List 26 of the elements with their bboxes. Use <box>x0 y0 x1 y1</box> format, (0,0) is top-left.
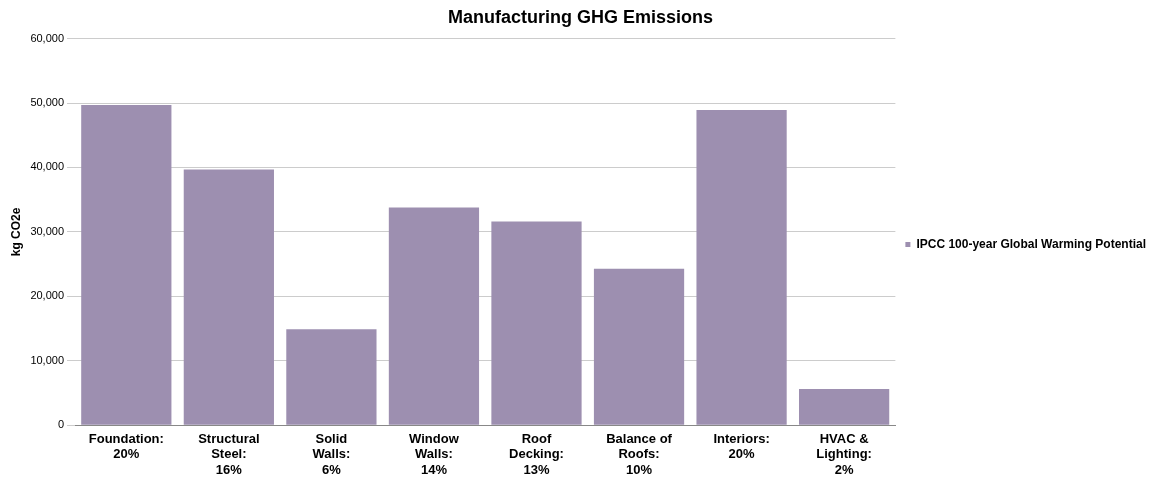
bar <box>491 221 582 425</box>
chart-title: Manufacturing GHG Emissions <box>447 6 714 27</box>
bar <box>799 389 890 425</box>
y-tick-label: 40,000 <box>30 160 65 173</box>
bar <box>81 104 172 425</box>
y-tick-label: 60,000 <box>30 31 65 44</box>
y-tick-label: 20,000 <box>30 289 65 302</box>
x-tick-label: Window Walls: 14% <box>409 430 460 477</box>
x-tick-label: Balance of Roofs: 10% <box>606 430 673 477</box>
y-tick-label: 30,000 <box>30 224 65 237</box>
x-tick-label: Solid Walls: 6% <box>312 430 351 477</box>
bar <box>593 268 685 425</box>
y-tick-label: 0 <box>57 418 65 431</box>
x-tick-label: HVAC & Lighting: 2% <box>816 430 872 477</box>
bar <box>183 169 274 425</box>
x-tick-label: Interiors: 20% <box>713 430 770 462</box>
bar <box>286 329 377 425</box>
x-tick-label: Roof Decking: 13% <box>509 430 564 477</box>
y-axis-title: kg CO2e <box>8 207 23 257</box>
y-tick-label: 50,000 <box>30 96 65 109</box>
x-tick-label: Foundation: 20% <box>88 430 164 462</box>
bar <box>388 207 480 425</box>
legend-label: IPCC 100-year Global Warming Potential <box>916 236 1147 251</box>
y-tick-label: 10,000 <box>30 353 65 366</box>
x-tick-label: Structural Steel: 16% <box>198 430 260 477</box>
bar <box>696 110 787 425</box>
